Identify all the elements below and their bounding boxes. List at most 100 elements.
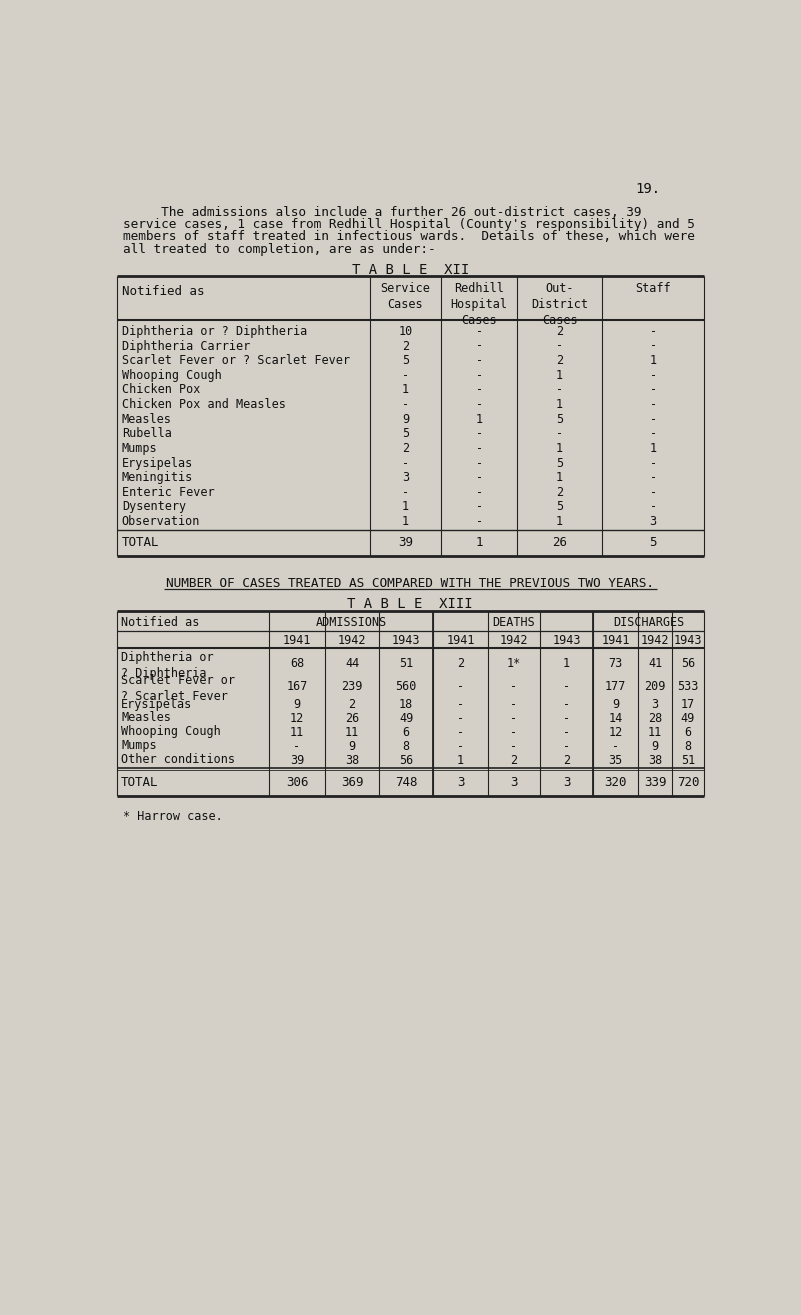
Text: TOTAL: TOTAL xyxy=(122,537,159,548)
Text: 1943: 1943 xyxy=(392,634,421,647)
Text: -: - xyxy=(457,713,464,725)
Text: 2: 2 xyxy=(510,753,517,767)
Text: Notified as: Notified as xyxy=(121,615,199,629)
Text: 19.: 19. xyxy=(635,183,660,196)
Text: 9: 9 xyxy=(651,740,658,753)
Text: 1942: 1942 xyxy=(500,634,528,647)
Text: 12: 12 xyxy=(290,713,304,725)
Text: Diphtheria or
? Diphtheria: Diphtheria or ? Diphtheria xyxy=(121,651,214,680)
Text: -: - xyxy=(402,398,409,412)
Text: Other conditions: Other conditions xyxy=(121,753,235,767)
Text: -: - xyxy=(476,398,483,412)
Text: -: - xyxy=(650,427,657,441)
Text: Erysipelas: Erysipelas xyxy=(121,697,192,710)
Text: Chicken Pox: Chicken Pox xyxy=(122,384,200,396)
Text: 39: 39 xyxy=(398,537,413,548)
Text: 51: 51 xyxy=(399,656,413,669)
Text: 320: 320 xyxy=(604,776,626,789)
Text: 1: 1 xyxy=(457,753,464,767)
Text: DISCHARGES: DISCHARGES xyxy=(613,615,684,629)
Text: Meningitis: Meningitis xyxy=(122,471,193,484)
Text: Out-
District
Cases: Out- District Cases xyxy=(531,281,588,326)
Text: 3: 3 xyxy=(650,515,657,529)
Text: -: - xyxy=(650,325,657,338)
Text: -: - xyxy=(476,339,483,352)
Text: * Harrow case.: * Harrow case. xyxy=(123,810,223,823)
Text: 1943: 1943 xyxy=(553,634,581,647)
Text: -: - xyxy=(556,427,563,441)
Text: 1942: 1942 xyxy=(641,634,670,647)
Text: ADMISSIONS: ADMISSIONS xyxy=(316,615,387,629)
Text: 38: 38 xyxy=(648,753,662,767)
Text: 1: 1 xyxy=(476,413,483,426)
Text: DEATHS: DEATHS xyxy=(492,615,534,629)
Text: -: - xyxy=(650,485,657,498)
Text: -: - xyxy=(650,471,657,484)
Text: -: - xyxy=(476,325,483,338)
Text: 177: 177 xyxy=(605,680,626,693)
Text: -: - xyxy=(650,501,657,513)
Text: service cases, 1 case from Redhill Hospital (County's responsibility) and 5: service cases, 1 case from Redhill Hospi… xyxy=(123,218,695,231)
Text: 1: 1 xyxy=(650,442,657,455)
Text: Redhill
Hospital
Cases: Redhill Hospital Cases xyxy=(451,281,508,326)
Text: 3: 3 xyxy=(651,698,658,711)
Text: 11: 11 xyxy=(345,726,359,739)
Text: 49: 49 xyxy=(399,713,413,725)
Text: 5: 5 xyxy=(650,537,657,548)
Text: 1: 1 xyxy=(402,384,409,396)
Text: 1941: 1941 xyxy=(446,634,475,647)
Text: -: - xyxy=(650,384,657,396)
Text: 1: 1 xyxy=(402,501,409,513)
Text: 167: 167 xyxy=(286,680,308,693)
Text: -: - xyxy=(402,456,409,469)
Text: 35: 35 xyxy=(609,753,622,767)
Text: Scarlet Fever or
? Scarlet Fever: Scarlet Fever or ? Scarlet Fever xyxy=(121,675,235,704)
Text: Erysipelas: Erysipelas xyxy=(122,456,193,469)
Text: 11: 11 xyxy=(648,726,662,739)
Text: 51: 51 xyxy=(681,753,695,767)
Text: -: - xyxy=(476,501,483,513)
Text: 1941: 1941 xyxy=(283,634,312,647)
Text: Mumps: Mumps xyxy=(122,442,158,455)
Text: 3: 3 xyxy=(510,776,517,789)
Text: 8: 8 xyxy=(403,740,410,753)
Text: -: - xyxy=(510,740,517,753)
Text: The admissions also include a further 26 out-district cases, 39: The admissions also include a further 26… xyxy=(123,205,642,218)
Text: -: - xyxy=(510,726,517,739)
Text: 560: 560 xyxy=(396,680,417,693)
Text: -: - xyxy=(650,456,657,469)
Text: 6: 6 xyxy=(684,726,691,739)
Text: Observation: Observation xyxy=(122,515,200,529)
Text: all treated to completion, are as under:-: all treated to completion, are as under:… xyxy=(123,242,436,255)
Text: 720: 720 xyxy=(677,776,699,789)
Text: 1: 1 xyxy=(650,354,657,367)
Text: 2: 2 xyxy=(348,698,356,711)
Text: -: - xyxy=(476,456,483,469)
Text: -: - xyxy=(563,740,570,753)
Text: Mumps: Mumps xyxy=(121,739,157,752)
Text: 49: 49 xyxy=(681,713,695,725)
Text: 2: 2 xyxy=(402,339,409,352)
Text: members of staff treated in infectious wards.  Details of these, which were: members of staff treated in infectious w… xyxy=(123,230,695,243)
Text: 1942: 1942 xyxy=(338,634,366,647)
Text: 5: 5 xyxy=(556,501,563,513)
Text: 306: 306 xyxy=(286,776,308,789)
Text: -: - xyxy=(476,515,483,529)
Text: 56: 56 xyxy=(399,753,413,767)
Text: 26: 26 xyxy=(345,713,359,725)
Text: Chicken Pox and Measles: Chicken Pox and Measles xyxy=(122,398,286,412)
Text: -: - xyxy=(650,368,657,381)
Text: 1: 1 xyxy=(556,471,563,484)
Text: 5: 5 xyxy=(556,456,563,469)
Text: 9: 9 xyxy=(402,413,409,426)
Text: Scarlet Fever or ? Scarlet Fever: Scarlet Fever or ? Scarlet Fever xyxy=(122,354,350,367)
Text: 1943: 1943 xyxy=(674,634,702,647)
Text: Dysentery: Dysentery xyxy=(122,501,186,513)
Text: 748: 748 xyxy=(395,776,417,789)
Text: -: - xyxy=(457,726,464,739)
Text: 11: 11 xyxy=(290,726,304,739)
Text: 14: 14 xyxy=(609,713,622,725)
Text: 2: 2 xyxy=(556,325,563,338)
Text: 1: 1 xyxy=(556,442,563,455)
Text: 369: 369 xyxy=(340,776,363,789)
